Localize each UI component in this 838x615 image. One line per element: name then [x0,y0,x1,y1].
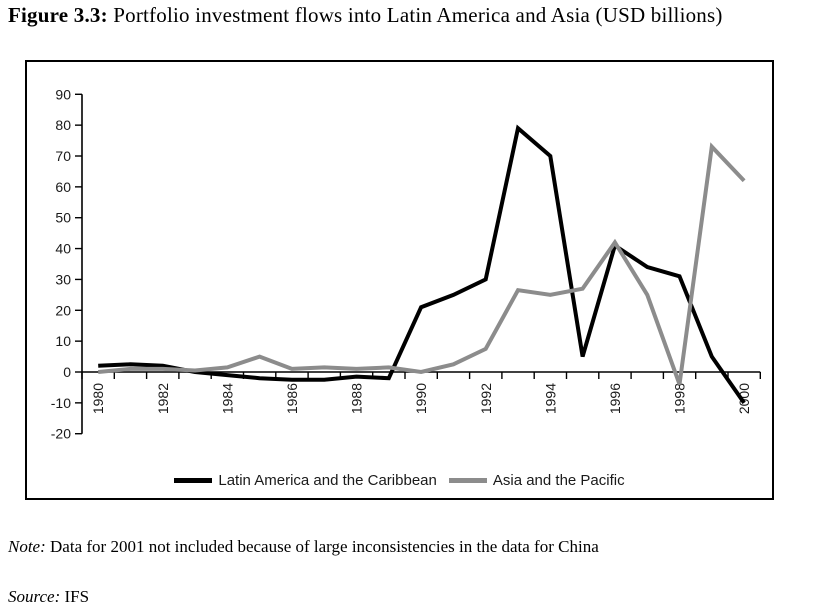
note-text: Data for 2001 not included because of la… [45,537,599,556]
source-text: IFS [60,587,90,606]
y-axis-tick-label: 0 [63,364,71,380]
y-axis-tick-label: 20 [55,302,71,318]
y-axis-tick-label: -20 [51,426,71,442]
y-axis-tick-label: 70 [55,148,71,164]
x-axis-tick-label: 1992 [478,383,494,414]
chart-legend: Latin America and the Caribbean Asia and… [27,472,772,489]
y-axis-tick-label: 50 [55,210,71,226]
figure-label: Figure 3.3: [8,3,108,27]
chart-area: -20 -10 0 10 20 30 40 50 60 70 80 90 1980 1982 1984 198… [25,60,774,500]
series-line-0 [98,124,746,405]
chart-source: Source: IFS [8,587,89,607]
x-axis-tick-label: 1990 [413,383,429,414]
x-axis-tick-label: 1998 [672,383,688,414]
figure-title-text: Portfolio investment flows into Latin Am… [107,3,723,27]
legend-swatch-latin-america-line [174,478,213,483]
x-axis-tick-label: 1982 [155,383,171,414]
x-axis-tick-label: 1984 [219,383,235,414]
x-axis-tick-label: 1988 [349,383,365,414]
x-axis-tick-label: 1980 [90,383,106,414]
x-axis-tick-label: 1996 [607,383,623,414]
y-axis-tick-label: 90 [55,86,71,102]
x-axis-tick-label: 2000 [736,383,752,414]
x-axis-tick-label: 1986 [284,383,300,414]
x-axis-tick-label: 1994 [542,383,558,414]
y-axis-tick-label: 80 [55,117,71,133]
legend-label-asia-pacific: Asia and the Pacific [492,472,625,489]
y-axis-tick-label: 60 [55,179,71,195]
source-label: Source: [8,587,61,606]
legend-label-latin-america: Latin America and the Caribbean [218,472,437,489]
y-axis-tick-label: 10 [55,333,71,349]
series-line-1 [98,142,746,385]
line-chart-canvas: -20 -10 0 10 20 30 40 50 60 70 80 90 1980 1982 1984 198… [51,86,761,442]
chart-note: Note: Data for 2001 not included because… [8,537,599,557]
y-axis-tick-label: 30 [55,271,71,287]
y-axis-tick-label: -10 [51,395,71,411]
legend-swatch-asia-pacific-line [448,478,487,483]
y-axis-tick-label: 40 [55,241,71,257]
note-label: Note: [8,537,46,556]
figure-title: Figure 3.3: Portfolio investment flows i… [8,3,834,28]
